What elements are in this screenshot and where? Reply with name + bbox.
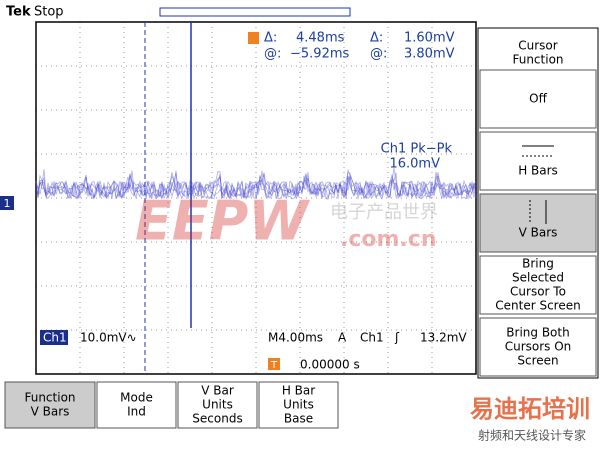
bottom-button[interactable] — [4, 381, 96, 429]
menu-title: Function — [512, 53, 563, 67]
wm-domain: .com.cn — [340, 227, 437, 252]
value: 4.48ms — [296, 31, 345, 46]
bottom-label: V Bars — [31, 405, 70, 419]
level: 13.2mV — [420, 331, 467, 345]
label: @: — [370, 47, 387, 62]
bottom-label: Units — [202, 398, 233, 412]
measure-name: Ch1 Pk−Pk — [381, 142, 453, 157]
menu-label: Selected — [512, 271, 564, 285]
mode: A — [338, 331, 347, 345]
label: @: — [264, 47, 281, 62]
bottom-label: V Bar — [201, 384, 234, 398]
menu-label: Cursor To — [510, 285, 566, 299]
trigger-icon — [248, 32, 259, 44]
bottom-label: Units — [283, 398, 314, 412]
measure-value: 16.0mV — [389, 157, 440, 172]
bottom-label: Mode — [120, 391, 153, 405]
noise-trace — [35, 169, 477, 200]
menu-label: Screen — [517, 354, 558, 368]
run-state: Stop — [34, 5, 64, 20]
brand: Tek — [6, 5, 31, 20]
menu-label: Bring Both — [506, 326, 569, 340]
trig-marker: T — [270, 360, 278, 371]
channel-marker-box — [0, 196, 14, 210]
waveform — [35, 167, 477, 201]
slope: ʃ — [394, 331, 400, 345]
bottom-label: Seconds — [192, 412, 242, 426]
label: Δ: — [370, 31, 383, 46]
bottom-button[interactable] — [258, 381, 339, 429]
bottom-button[interactable] — [177, 381, 258, 429]
value: 3.80mV — [404, 47, 455, 62]
menu-label: Off — [529, 92, 547, 106]
position: 0.00000 s — [300, 358, 360, 372]
wm-logo: EEPW — [135, 190, 310, 253]
menu-label: Center Screen — [495, 299, 580, 313]
ch-scale: 10.0mV∿ — [80, 331, 137, 345]
timebase: M4.00ms — [268, 331, 323, 345]
menu-button[interactable] — [479, 131, 597, 191]
value: −5.92ms — [290, 47, 350, 62]
value: 1.60mV — [404, 31, 455, 46]
noise-trace — [35, 169, 477, 200]
bottom-button[interactable] — [96, 381, 177, 429]
menu-button[interactable] — [479, 69, 597, 129]
ch-name: Ch1 — [43, 331, 67, 345]
graticule — [36, 22, 476, 374]
bottom-label: H Bar — [282, 384, 315, 398]
menu-title: Cursor — [518, 39, 558, 53]
noise-trace — [35, 167, 477, 200]
noise-trace — [35, 170, 477, 200]
label: Δ: — [264, 31, 277, 46]
menu-label: Bring — [522, 257, 554, 271]
trig-pos-box — [268, 358, 280, 370]
menu-button[interactable] — [479, 255, 597, 315]
bottom-label: Base — [284, 412, 313, 426]
status-bar: Ch1 10.0mV∿ M4.00ms A Ch1 ʃ 13.2mV T 0.0… — [40, 330, 467, 372]
watermark: EEPW 电子产品世界 .com.cn — [135, 190, 438, 253]
graticule-frame — [35, 21, 477, 375]
ch-box — [40, 330, 68, 345]
wm-cn: 电子产品世界 — [330, 202, 438, 223]
noise-trace — [35, 170, 477, 200]
bottom-label: Function — [24, 391, 75, 405]
channel-marker: 1 — [4, 197, 11, 210]
slogan: 射频和天线设计专家 — [478, 428, 586, 443]
source: Ch1 — [360, 331, 384, 345]
record-bar — [159, 7, 351, 17]
brand2: 易迪拓培训 — [470, 395, 590, 423]
menu-button[interactable] — [479, 317, 597, 377]
noise-trace — [35, 171, 477, 201]
menu-label: V Bars — [519, 226, 558, 240]
bottom-label: Ind — [127, 405, 146, 419]
cursor-readout: Δ: 4.48ms Δ: 1.60mV @: −5.92ms @: 3.80mV… — [264, 31, 455, 172]
menu-button[interactable] — [479, 193, 597, 253]
menu-label: H Bars — [518, 164, 558, 178]
menu-label: Cursors On — [505, 340, 572, 354]
